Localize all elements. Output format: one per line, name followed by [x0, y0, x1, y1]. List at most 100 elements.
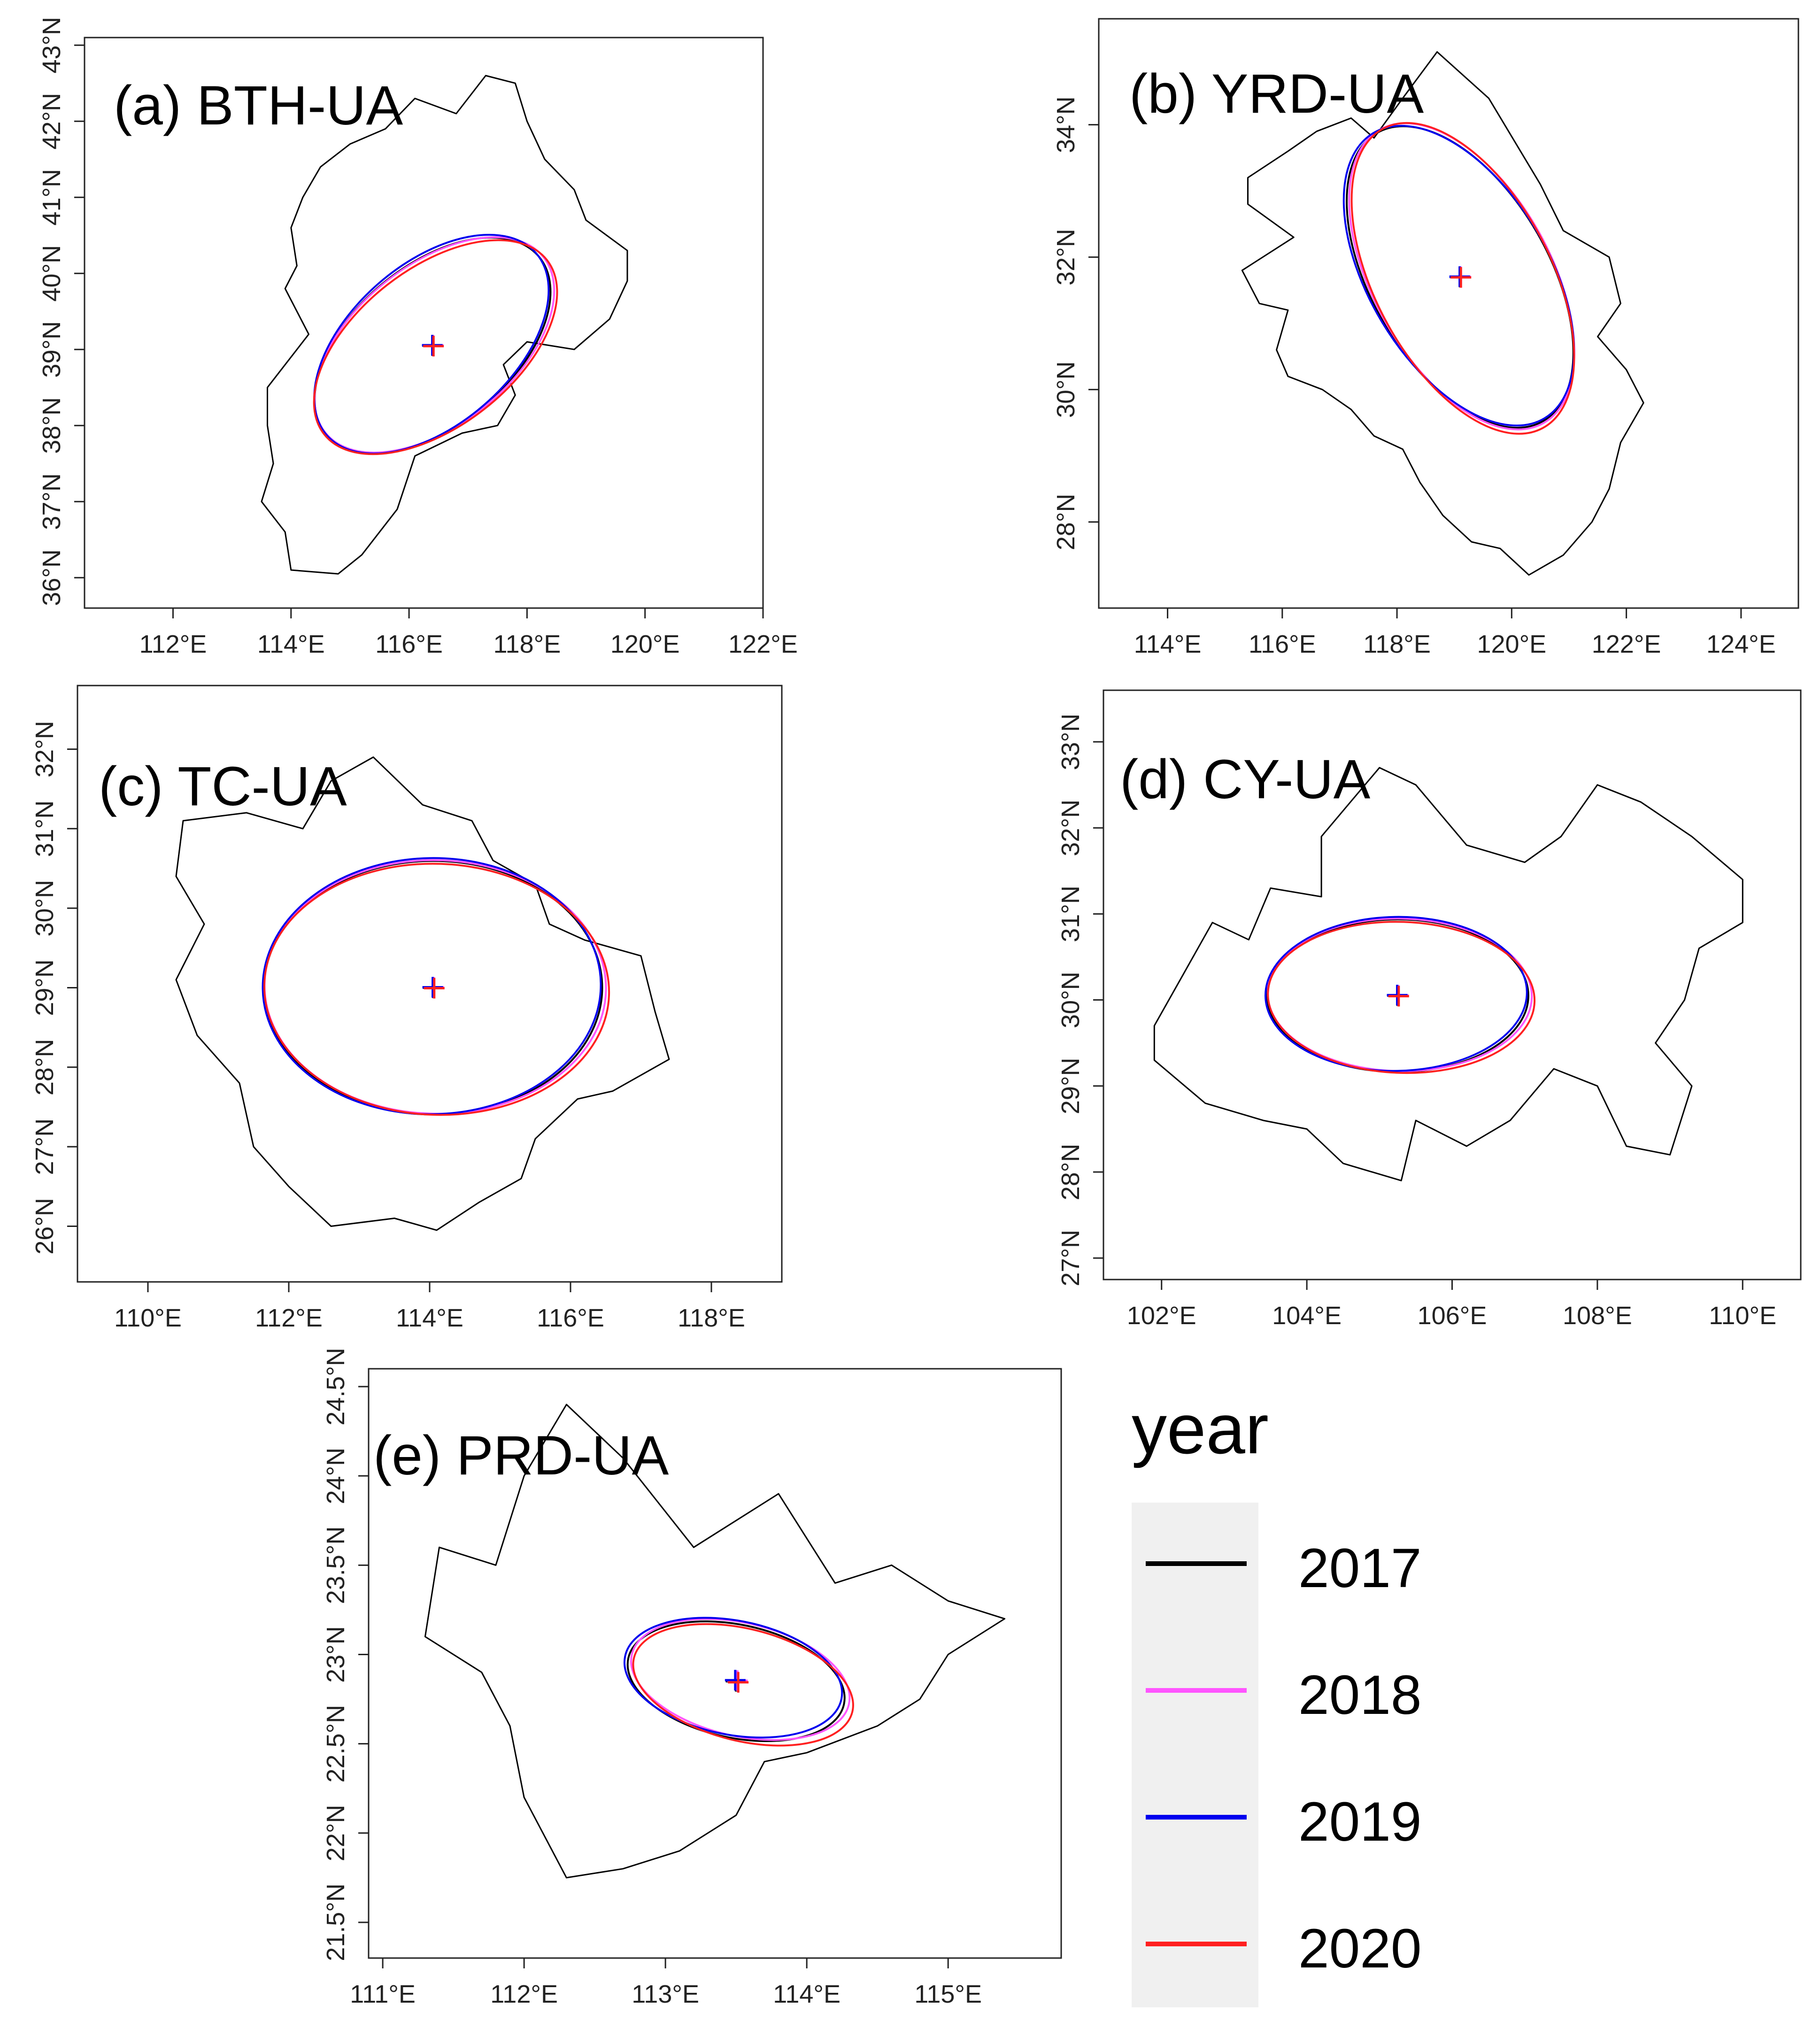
y-tick-label-yrd-3: 34°N [1052, 96, 1080, 153]
x-tick-label-tc-3: 116°E [537, 1304, 604, 1332]
y-tick-label-yrd-2: 32°N [1052, 229, 1080, 285]
y-tick-label-cy-5: 32°N [1057, 800, 1085, 856]
y-tick-label-bth-3: 39°N [38, 321, 66, 378]
x-tick-label-cy-3: 108°E [1563, 1302, 1632, 1330]
x-tick-label-tc-0: 110°E [114, 1304, 182, 1332]
panel-prd-title: (e) PRD-UA [373, 1425, 669, 1487]
x-tick-label-yrd-3: 120°E [1477, 630, 1546, 658]
region-outline-yrd [1241, 51, 1644, 576]
x-tick-label-prd-0: 111°E [350, 1980, 416, 2008]
panel-tc-title: (c) TC-UA [99, 756, 347, 817]
ellipse-yrd-2020 [1350, 122, 1575, 435]
x-tick-label-cy-0: 102°E [1127, 1302, 1196, 1330]
x-tick-label-bth-1: 114°E [257, 630, 325, 658]
y-tick-label-bth-2: 38°N [38, 397, 66, 454]
panel-cy-title: (d) CY-UA [1120, 748, 1371, 810]
center-marker-prd-2020 [728, 1672, 749, 1693]
y-tick-label-prd-2: 22.5°N [322, 1705, 350, 1783]
x-tick-label-bth-0: 112°E [139, 630, 207, 658]
legend-label-2020: 2020 [1298, 1918, 1422, 1980]
y-tick-label-tc-0: 26°N [31, 1198, 59, 1255]
ellipse-bth-2019 [313, 233, 550, 455]
center-marker-tc-2020 [424, 978, 445, 999]
panel-prd-frame [368, 1368, 1062, 1959]
x-tick-label-prd-3: 114°E [773, 1980, 841, 2008]
ellipse-tc-2020 [263, 863, 610, 1116]
region-outline-cy [1153, 767, 1743, 1181]
x-tick-label-bth-2: 116°E [375, 630, 443, 658]
panel-tc: (c) TC-UA 110°E 112°E 114°E 116°E 118°E 26°N 2… [31, 685, 783, 1332]
y-tick-label-bth-0: 36°N [38, 549, 66, 606]
y-tick-label-cy-1: 28°N [1057, 1144, 1085, 1201]
center-marker-bth-2020 [423, 336, 444, 357]
y-tick-label-cy-6: 33°N [1057, 714, 1085, 771]
ellipse-prd-2020 [632, 1623, 854, 1747]
x-tick-label-tc-2: 114°E [396, 1304, 463, 1332]
region-outline-bth [261, 75, 628, 575]
y-tick-label-cy-2: 29°N [1057, 1057, 1085, 1114]
panel-prd: (e) PRD-UA 111°E 112°E 113°E 114°E 115°E 21.5… [322, 1348, 1062, 2008]
center-marker-prd-2019 [725, 1670, 746, 1691]
region-outline-tc [175, 756, 670, 1231]
x-tick-label-prd-1: 112°E [490, 1980, 558, 2008]
ellipse-cy-2019 [1265, 916, 1528, 1072]
region-outline-prd [424, 1404, 1006, 1879]
x-tick-label-yrd-0: 114°E [1134, 630, 1202, 658]
panel-yrd-title: (b) YRD-UA [1129, 63, 1424, 125]
x-tick-label-yrd-4: 122°E [1592, 630, 1661, 658]
x-tick-label-tc-4: 118°E [678, 1304, 745, 1332]
y-tick-label-bth-7: 43°N [38, 17, 66, 74]
x-tick-label-cy-1: 104°E [1272, 1302, 1342, 1330]
x-tick-label-yrd-5: 124°E [1706, 630, 1776, 658]
x-tick-label-tc-1: 112°E [255, 1304, 323, 1332]
panel-yrd-frame [1098, 18, 1799, 609]
y-tick-label-yrd-0: 28°N [1052, 494, 1080, 550]
y-tick-label-bth-6: 42°N [38, 93, 66, 150]
x-tick-label-yrd-1: 116°E [1249, 630, 1316, 658]
y-tick-label-cy-4: 31°N [1057, 886, 1085, 942]
y-tick-label-tc-4: 30°N [31, 880, 59, 937]
x-tick-label-prd-2: 113°E [632, 1980, 699, 2008]
ellipse-bth-2020 [313, 239, 558, 455]
legend-title: year [1132, 1389, 1269, 1468]
panel-yrd: (b) YRD-UA 114°E 116°E 118°E 120°E 122°E 124°… [1052, 18, 1799, 658]
y-tick-label-prd-0: 21.5°N [322, 1883, 350, 1961]
y-tick-label-tc-3: 29°N [31, 959, 59, 1016]
x-tick-label-cy-2: 106°E [1418, 1302, 1487, 1330]
y-tick-label-prd-6: 24.5°N [322, 1348, 350, 1426]
y-tick-label-prd-1: 22°N [322, 1805, 350, 1861]
y-tick-label-prd-3: 23°N [322, 1626, 350, 1683]
ellipse-prd-2017 [626, 1620, 846, 1742]
panel-bth-frame [84, 37, 764, 609]
panel-bth-title: (a) BTH-UA [114, 75, 403, 137]
x-tick-label-bth-3: 118°E [494, 630, 561, 658]
y-tick-label-bth-1: 37°N [38, 473, 66, 530]
ellipse-prd-2019 [623, 1617, 843, 1739]
center-marker-cy-2020 [1388, 986, 1409, 1007]
x-tick-label-yrd-2: 118°E [1363, 630, 1431, 658]
x-tick-label-cy-4: 110°E [1709, 1302, 1776, 1330]
x-tick-label-bth-5: 122°E [728, 630, 798, 658]
legend: year 2017 2018 2019 2020 [1132, 1389, 1422, 2007]
ellipse-cy-2020 [1267, 921, 1536, 1074]
y-tick-label-yrd-1: 30°N [1052, 361, 1080, 418]
x-tick-label-prd-4: 115°E [914, 1980, 982, 2008]
y-tick-label-tc-5: 31°N [31, 800, 59, 857]
y-tick-label-bth-5: 41°N [38, 169, 66, 226]
y-tick-label-prd-4: 23.5°N [322, 1526, 350, 1604]
legend-key-background [1132, 1503, 1258, 2007]
x-tick-label-bth-4: 120°E [610, 630, 680, 658]
panel-cy: (d) CY-UA 102°E 104°E 106°E 108°E 110°E 27°N 2… [1057, 689, 1802, 1330]
legend-label-2017: 2017 [1298, 1537, 1422, 1599]
y-tick-label-tc-2: 28°N [31, 1039, 59, 1095]
y-tick-label-cy-3: 30°N [1057, 972, 1085, 1028]
y-tick-label-cy-0: 27°N [1057, 1230, 1085, 1287]
y-tick-label-prd-5: 24°N [322, 1448, 350, 1504]
legend-label-2018: 2018 [1298, 1664, 1422, 1726]
center-marker-yrd-2020 [1450, 267, 1472, 288]
panel-bth: (a) BTH-UA 112°E 114°E 116°E 118°E 120°E 122°… [38, 17, 798, 658]
y-tick-label-bth-4: 40°N [38, 245, 66, 302]
y-tick-label-tc-6: 32°N [31, 721, 59, 778]
y-tick-label-tc-1: 27°N [31, 1118, 59, 1175]
